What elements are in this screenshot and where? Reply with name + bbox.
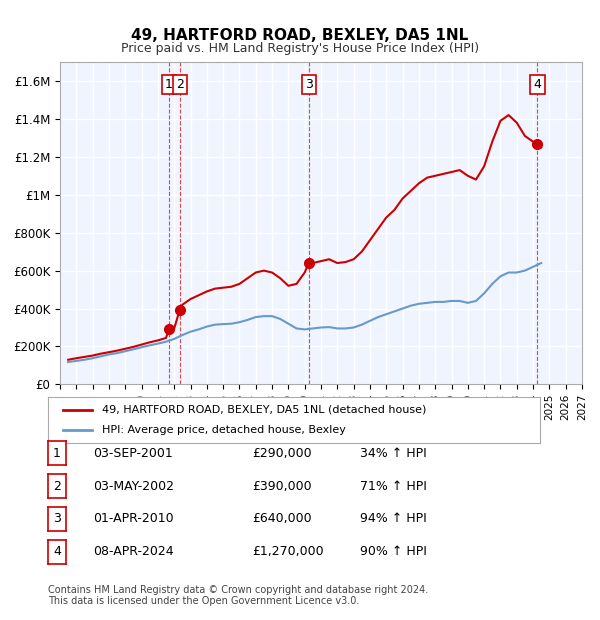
Text: 01-APR-2010: 01-APR-2010	[93, 513, 173, 525]
Text: 03-SEP-2001: 03-SEP-2001	[93, 447, 173, 459]
Text: 03-MAY-2002: 03-MAY-2002	[93, 480, 174, 492]
Text: 1: 1	[165, 78, 173, 91]
Text: 3: 3	[53, 513, 61, 525]
Text: 49, HARTFORD ROAD, BEXLEY, DA5 1NL (detached house): 49, HARTFORD ROAD, BEXLEY, DA5 1NL (deta…	[102, 405, 427, 415]
Text: 4: 4	[53, 546, 61, 558]
Text: HPI: Average price, detached house, Bexley: HPI: Average price, detached house, Bexl…	[102, 425, 346, 435]
Text: £1,270,000: £1,270,000	[252, 546, 323, 558]
Text: £390,000: £390,000	[252, 480, 311, 492]
Text: Contains HM Land Registry data © Crown copyright and database right 2024.
This d: Contains HM Land Registry data © Crown c…	[48, 585, 428, 606]
Text: £640,000: £640,000	[252, 513, 311, 525]
Text: 1: 1	[53, 447, 61, 459]
Text: 94% ↑ HPI: 94% ↑ HPI	[360, 513, 427, 525]
Text: 90% ↑ HPI: 90% ↑ HPI	[360, 546, 427, 558]
Text: 3: 3	[305, 78, 313, 91]
Text: Price paid vs. HM Land Registry's House Price Index (HPI): Price paid vs. HM Land Registry's House …	[121, 42, 479, 55]
Text: 08-APR-2024: 08-APR-2024	[93, 546, 173, 558]
Text: £290,000: £290,000	[252, 447, 311, 459]
Text: 34% ↑ HPI: 34% ↑ HPI	[360, 447, 427, 459]
Text: 2: 2	[53, 480, 61, 492]
Text: 4: 4	[533, 78, 541, 91]
Text: 71% ↑ HPI: 71% ↑ HPI	[360, 480, 427, 492]
Text: 2: 2	[176, 78, 184, 91]
Text: 49, HARTFORD ROAD, BEXLEY, DA5 1NL: 49, HARTFORD ROAD, BEXLEY, DA5 1NL	[131, 28, 469, 43]
